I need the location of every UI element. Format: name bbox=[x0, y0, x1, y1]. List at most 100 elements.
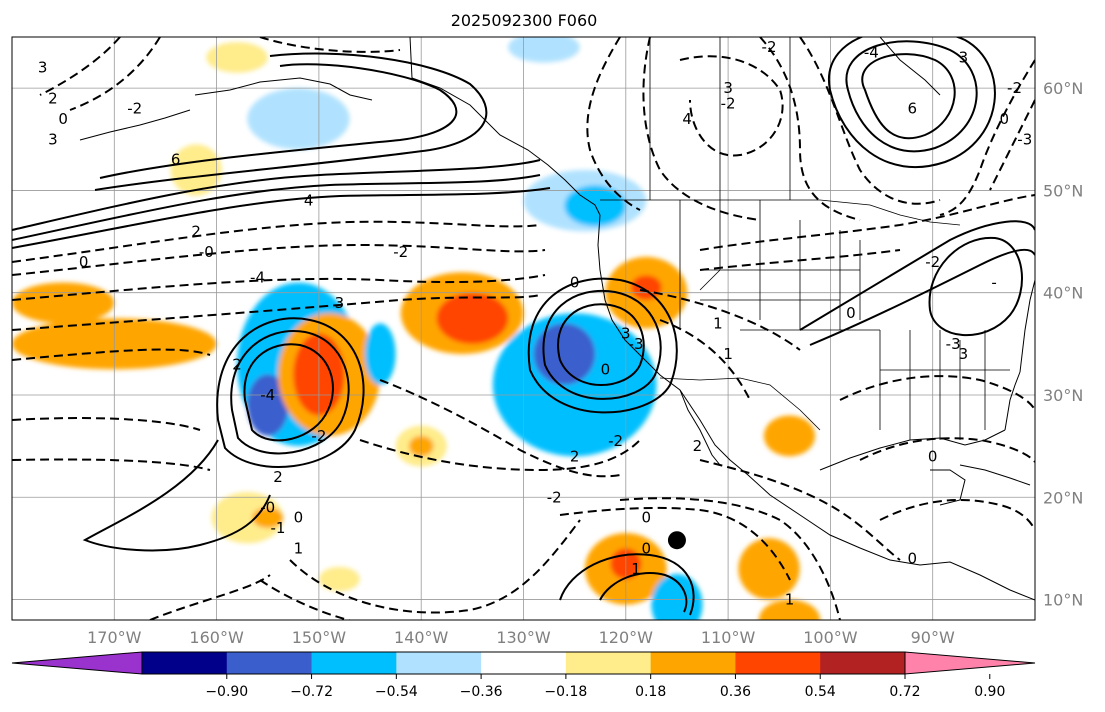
contour-label: 1 bbox=[294, 539, 304, 557]
contour-dashed-2 bbox=[12, 243, 546, 276]
colorbar-tick-label: 0.18 bbox=[635, 684, 666, 700]
contour-dashed-15 bbox=[699, 459, 901, 561]
lat-tick-label: 20°N bbox=[1043, 488, 1083, 507]
latitude-axis: 60°N 50°N 40°N 30°N 20°N 10°N bbox=[1043, 79, 1083, 609]
alaska-coast bbox=[409, 37, 601, 216]
contour-label: -0 bbox=[199, 243, 214, 261]
colorbar-segment bbox=[311, 652, 397, 674]
contour-label: 3 bbox=[38, 59, 48, 77]
longitude-axis: 170°W 160°W 150°W 140°W 130°W 120°W 110°W 100°W… bbox=[87, 628, 955, 647]
colorbar-outline bbox=[141, 651, 906, 675]
lon-tick-label: 110°W bbox=[701, 628, 756, 647]
contour-dashed-25 bbox=[639, 289, 801, 351]
contour-dashed-24 bbox=[699, 249, 901, 271]
contour-label: 6 bbox=[171, 151, 181, 169]
contour-dashed-28 bbox=[859, 437, 1035, 463]
contour-label: 2 bbox=[693, 437, 703, 455]
lon-tick-label: 170°W bbox=[87, 628, 142, 647]
contour-label: 0 bbox=[570, 273, 580, 291]
contour-dashed-12 bbox=[149, 574, 271, 620]
contour-solid-east-ridge-2 bbox=[809, 248, 1035, 346]
aleutian-islands bbox=[79, 109, 191, 141]
coastlines bbox=[79, 37, 1035, 601]
colorbar-tick-label: −0.72 bbox=[290, 684, 333, 700]
contour-label: -2 bbox=[1007, 79, 1022, 97]
anomaly-blob-pos_weak bbox=[170, 144, 222, 196]
contour-dashed-8 bbox=[379, 379, 621, 478]
contour-label: -2 bbox=[721, 94, 736, 112]
contour-label: 2 bbox=[48, 89, 58, 107]
contour-solid-alaska-ridge bbox=[99, 63, 458, 179]
contour-dashed-27 bbox=[839, 375, 1035, 411]
contour-solid-jet-south bbox=[12, 187, 551, 249]
contour-label: 0 bbox=[58, 110, 68, 128]
contour-solid-low-coast-2 bbox=[542, 289, 662, 400]
canada-provinces bbox=[649, 37, 791, 200]
contour-label: 0 bbox=[79, 253, 89, 271]
contour-labels: 3203-2642-0-40-23030-3-22-2-22-00-11-420… bbox=[38, 38, 1032, 608]
contour-label: 1 bbox=[785, 591, 795, 609]
anomaly-blob-pos_mid bbox=[758, 599, 821, 620]
lon-tick-label: 150°W bbox=[292, 628, 347, 647]
colorbar-segment bbox=[820, 652, 906, 674]
lat-tick-label: 40°N bbox=[1043, 284, 1083, 303]
contour-label: -3 bbox=[946, 335, 961, 353]
contour-label: 0 bbox=[641, 509, 651, 527]
contour-solid-tropical-low-2 bbox=[599, 572, 688, 613]
contour-solid-high-canada bbox=[861, 53, 956, 140]
colorbar-segment bbox=[481, 652, 567, 674]
contour-dashed-9 bbox=[359, 439, 641, 472]
contour-dashed-30 bbox=[39, 37, 121, 96]
colorbar-segment bbox=[735, 652, 821, 674]
contour-solid-east-ridge bbox=[799, 220, 1035, 331]
contour-label: 1 bbox=[713, 314, 723, 332]
contour-label: 2 bbox=[191, 222, 201, 240]
storm-center-marker[interactable] bbox=[667, 531, 686, 550]
contour-dashed-29 bbox=[879, 499, 1035, 531]
contour-label: 0 bbox=[641, 539, 651, 557]
contour-dashed-7 bbox=[12, 458, 211, 471]
lon-tick-label: 120°W bbox=[599, 628, 654, 647]
lon-tick-label: 130°W bbox=[496, 628, 551, 647]
contour-dashed-16 bbox=[586, 37, 641, 211]
contour-dashed-17 bbox=[642, 37, 761, 221]
anomaly-blob-neg_mid bbox=[364, 323, 396, 385]
colorbar-tick-label: 0.72 bbox=[889, 684, 920, 700]
colorbar-min-extend bbox=[11, 651, 143, 675]
lat-tick-label: 60°N bbox=[1043, 79, 1083, 98]
contour-label: 0 bbox=[1000, 110, 1010, 128]
colorbar-ticks: −0.90 −0.72 −0.54 −0.36 −0.18 0.18 0.36 0.54 0.7… bbox=[205, 674, 1005, 700]
contour-label: -4 bbox=[864, 43, 879, 61]
lon-tick-label: 100°W bbox=[803, 628, 858, 647]
colorbar-tick-label: −0.54 bbox=[375, 684, 418, 700]
map-area[interactable]: 3203-2642-0-40-23030-3-22-2-22-00-11-420… bbox=[12, 28, 1035, 640]
yucatan bbox=[930, 469, 966, 506]
contour-label: 3 bbox=[48, 130, 58, 148]
contour-label: 0 bbox=[907, 550, 917, 568]
contour-label: 0 bbox=[928, 447, 938, 465]
contour-label: 6 bbox=[907, 100, 917, 118]
contour-dashed-23 bbox=[699, 194, 1035, 251]
state-lines-b bbox=[879, 330, 1010, 440]
contour-label: 0 bbox=[601, 360, 611, 378]
colorbar-segment bbox=[650, 652, 736, 674]
lat-tick-label: 50°N bbox=[1043, 181, 1083, 200]
anomaly-blob-neg_weak bbox=[508, 37, 580, 63]
map-title: 2025092300 F060 bbox=[451, 11, 598, 30]
east-coast bbox=[1019, 279, 1035, 373]
contour-label: 4 bbox=[304, 192, 314, 210]
contour-solid-jet-north bbox=[12, 159, 541, 231]
anomaly-blob-pos_mid bbox=[763, 415, 816, 457]
anomaly-blob-neg_strong bbox=[247, 374, 289, 436]
colorbar-max-extend bbox=[904, 651, 1036, 675]
gulf-coast bbox=[819, 429, 1006, 471]
contour-label: 3 bbox=[335, 294, 345, 312]
anomaly-blob-pos_weak bbox=[318, 566, 360, 592]
lon-tick-label: 160°W bbox=[189, 628, 244, 647]
contour-dashed-4 bbox=[12, 294, 541, 331]
contour-label: -2 bbox=[393, 243, 408, 261]
cuba bbox=[959, 464, 1031, 486]
anomaly-blob-neg_weak bbox=[247, 88, 350, 150]
contour-solid-tropical-low bbox=[559, 553, 695, 616]
